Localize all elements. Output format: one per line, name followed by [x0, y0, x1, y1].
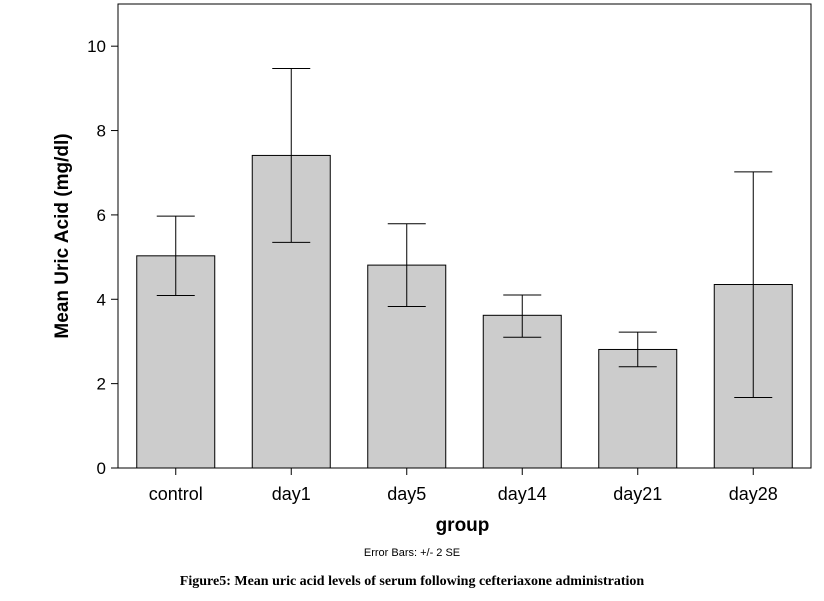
y-axis: 0 2 4 6 8 10 [87, 37, 118, 478]
error-bars-note: Error Bars: +/- 2 SE [363, 547, 461, 559]
y-tick-label: 2 [97, 375, 106, 394]
bars-layer [136, 68, 793, 469]
bar-chart: 0 2 4 6 8 10 control day1 day5 day14 day21 day28 M… [52, 3, 812, 536]
bar-day14 [482, 314, 562, 469]
y-tick-label: 10 [87, 37, 106, 56]
figure-caption: Figure5: Mean uric acid levels of serum … [179, 574, 645, 589]
x-tick-label-day1: day1 [272, 484, 311, 504]
x-tick-label-day28: day28 [729, 484, 778, 504]
x-axis-label: group [436, 515, 490, 536]
y-tick-label: 8 [97, 122, 106, 141]
plot-frame [117, 3, 812, 469]
y-tick-label: 6 [97, 206, 106, 225]
x-tick-label-day21: day21 [613, 484, 662, 504]
y-tick-label: 4 [97, 290, 106, 309]
x-tick-label-day14: day14 [498, 484, 547, 504]
y-tick-label: 0 [97, 459, 106, 478]
x-tick-label-day5: day5 [387, 484, 426, 504]
x-tick-label-control: control [149, 484, 203, 504]
y-axis-label: Mean Uric Acid (mg/dl) [52, 133, 73, 338]
x-axis: control day1 day5 day14 day21 day28 [149, 468, 778, 504]
